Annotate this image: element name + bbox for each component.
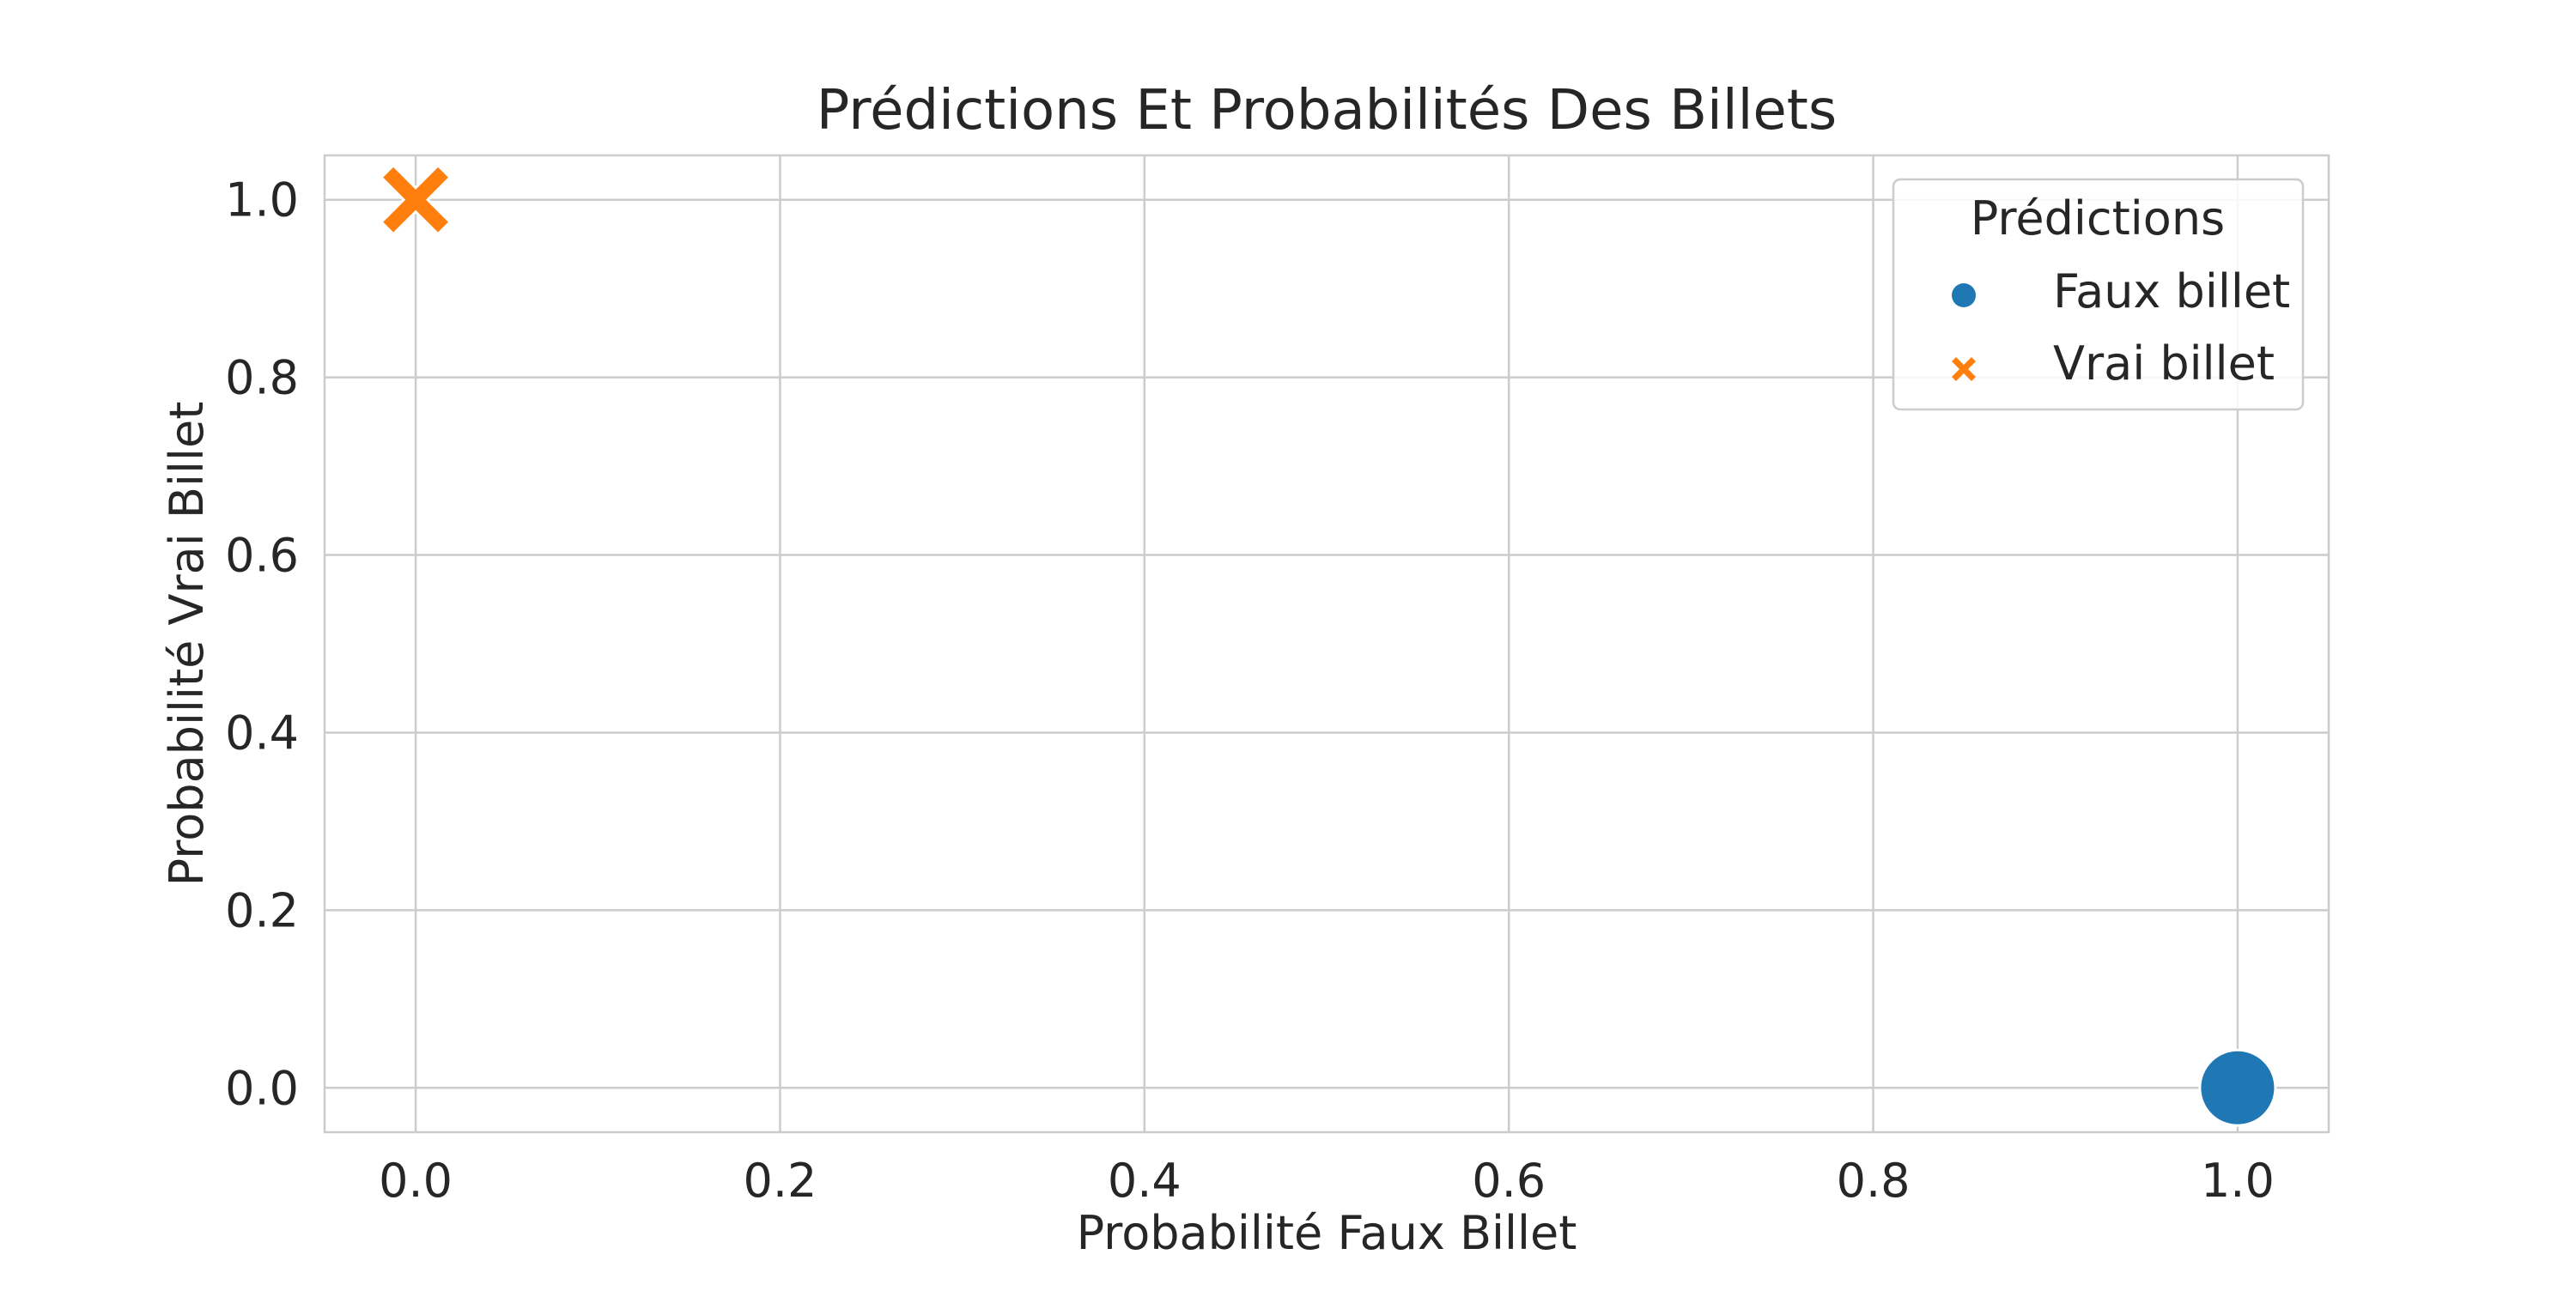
x-tick-label: 0.6	[1472, 1154, 1546, 1208]
y-tick-label: 0.4	[225, 706, 299, 760]
legend-label-vrai-billet: Vrai billet	[2053, 336, 2275, 391]
y-tick-labels: 0.0 0.2 0.4 0.6 0.8 1.0	[225, 173, 299, 1116]
x-axis-label: Probabilité Faux Billet	[1077, 1206, 1577, 1260]
legend-frame	[1892, 178, 2305, 411]
data-point-vrai-billet	[379, 163, 453, 236]
data-point-faux-billet	[2198, 1048, 2277, 1127]
x-tick-label: 0.8	[1837, 1154, 1911, 1208]
chart-title: Prédictions Et Probabilités Des Billets	[817, 79, 1837, 142]
y-tick-label: 0.6	[225, 529, 299, 583]
y-tick-label: 0.0	[225, 1061, 299, 1115]
x-tick-label: 1.0	[2201, 1154, 2275, 1208]
data-points	[379, 163, 2277, 1127]
x-tick-label: 0.2	[744, 1154, 817, 1208]
y-tick-label: 0.8	[225, 351, 299, 405]
y-tick-label: 1.0	[225, 173, 299, 227]
y-axis-label: Probabilité Vrai Billet	[160, 402, 214, 887]
legend-title: Prédictions	[1971, 191, 2225, 245]
x-tick-label: 0.4	[1108, 1154, 1182, 1208]
x-tick-labels: 0.0 0.2 0.4 0.6 0.8 1.0	[379, 1154, 2275, 1208]
legend: Prédictions Faux billet Vrai billet	[1892, 178, 2305, 411]
legend-marker-vrai-billet	[1952, 357, 1976, 381]
x-tick-label: 0.0	[379, 1154, 453, 1208]
legend-label-faux-billet: Faux billet	[2053, 264, 2290, 318]
legend-marker-faux-billet	[1952, 283, 1976, 307]
y-tick-label: 0.2	[225, 883, 299, 937]
plot-frame	[323, 154, 2330, 1134]
